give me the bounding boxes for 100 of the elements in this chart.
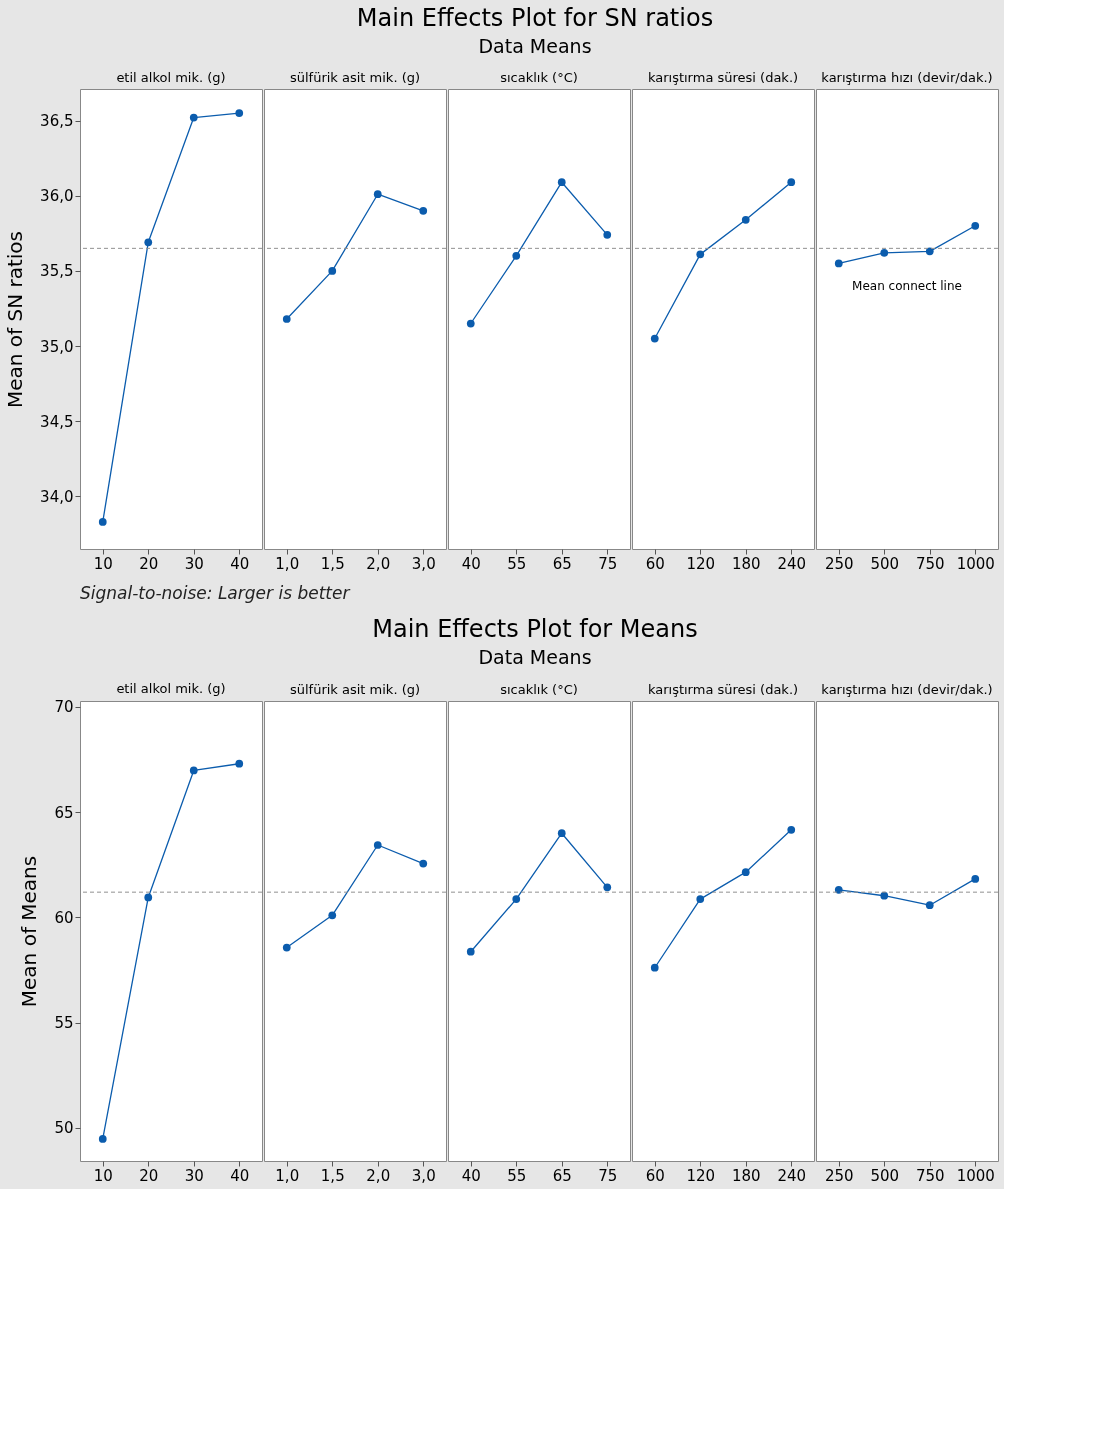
point	[925, 247, 934, 256]
text: Data Means	[478, 646, 592, 668]
point	[741, 868, 750, 877]
point	[189, 766, 198, 775]
x-tick-label: 1,5	[320, 554, 345, 573]
x-tick-label: 20	[139, 554, 159, 573]
point	[650, 963, 659, 972]
x-tick-label: 1,0	[275, 554, 300, 573]
x-tick-label: 40	[230, 554, 250, 573]
x-tick-label: 1,5	[320, 1166, 345, 1185]
chart-title: karıştırma hızı (devir/dak.)	[821, 682, 993, 697]
x-tick-label: 750	[915, 1166, 945, 1185]
point	[189, 113, 198, 122]
x-tick-label: 40	[230, 1166, 250, 1185]
y-tick-label: 34,5	[40, 412, 74, 431]
x-tick-label: 30	[184, 1166, 204, 1185]
x-tick-label: 60	[645, 1166, 665, 1185]
point	[419, 859, 428, 868]
text: Signal-to-noise: Larger is better	[80, 583, 351, 603]
point	[557, 178, 566, 187]
point	[466, 319, 475, 328]
x-tick-label: 750	[915, 554, 945, 573]
y-tick-label: 35,0	[40, 337, 74, 356]
y-axis-title: Mean of SN ratios	[3, 230, 28, 409]
x-tick-label: 65	[552, 554, 572, 573]
x-tick-label: 10	[93, 1166, 113, 1185]
y-tick-label: 36,0	[40, 187, 74, 206]
point	[466, 947, 475, 956]
x-tick-label: 30	[184, 554, 204, 573]
x-tick-label: 65	[552, 1166, 572, 1185]
text: Main Effects Plot for Means	[372, 615, 698, 643]
point	[98, 518, 107, 526]
point	[282, 943, 291, 952]
point	[971, 221, 980, 230]
x-tick-label: 1000	[956, 554, 995, 573]
x-tick-label: 240	[777, 1166, 807, 1185]
chart-title: etil alkol mik. (g)	[116, 680, 226, 696]
y-tick-label: 50	[54, 1119, 74, 1138]
x-tick-label: 3,0	[411, 1166, 436, 1185]
point	[650, 334, 659, 343]
point	[741, 215, 750, 224]
chart-title: karıştırma süresi (dak.)	[647, 70, 799, 85]
point	[696, 895, 705, 903]
x-tick-label: 240	[777, 554, 807, 573]
point	[144, 238, 153, 247]
chart-title: karıştırma hızı (devir/dak.)	[821, 70, 993, 85]
point	[373, 841, 382, 849]
chart-title: sıcaklık (°C)	[500, 70, 578, 85]
point	[880, 248, 889, 257]
x-tick-label: 75	[598, 554, 618, 573]
point	[144, 893, 153, 902]
chart-title: sıcaklık (°C)	[500, 682, 578, 697]
x-tick-label: 40	[461, 554, 481, 573]
chart-title: etil alkol mik. (g)	[116, 70, 226, 85]
y-tick-label: 60	[54, 908, 74, 927]
x-tick-label: 10	[93, 554, 113, 573]
x-tick-label: 120	[686, 554, 716, 573]
text: Data Means	[478, 35, 592, 57]
point	[787, 178, 796, 187]
y-tick-label: 35,5	[40, 262, 74, 281]
point	[419, 206, 428, 215]
point	[328, 267, 337, 275]
point	[971, 875, 980, 883]
point	[373, 190, 382, 199]
x-tick-label: 1,0	[275, 1166, 300, 1185]
x-tick-label: 180	[731, 1166, 761, 1185]
x-tick-label: 2,0	[366, 1166, 391, 1185]
x-tick-label: 2,0	[366, 554, 391, 573]
y-tick-label: 34,0	[40, 487, 74, 506]
point	[603, 883, 612, 892]
point	[925, 901, 934, 910]
point	[834, 885, 843, 894]
ref-line-label: Mean connect line	[852, 279, 962, 294]
y-tick-label: 65	[54, 803, 74, 822]
x-tick-label: 180	[731, 554, 761, 573]
chart-title: karıştırma süresi (dak.)	[647, 682, 799, 697]
x-tick-label: 75	[598, 1166, 618, 1185]
chart-title: sülfürik asit mik. (g)	[289, 70, 421, 85]
chart-title: sülfürik asit mik. (g)	[289, 682, 421, 697]
point	[696, 250, 705, 259]
y-tick-label: 36,5	[40, 112, 74, 131]
point	[787, 825, 796, 834]
point	[557, 829, 566, 838]
point	[235, 759, 244, 768]
y-tick-label: 70	[54, 698, 74, 717]
x-tick-label: 500	[870, 554, 900, 573]
x-tick-label: 250	[824, 554, 854, 573]
point	[98, 1135, 107, 1143]
x-tick-label: 120	[686, 1166, 716, 1185]
x-tick-label: 250	[824, 1166, 854, 1185]
x-tick-label: 40	[461, 1166, 481, 1185]
x-tick-label: 55	[507, 1166, 527, 1185]
y-axis-title: Mean of Means	[17, 855, 42, 1008]
point	[880, 891, 889, 900]
point	[603, 230, 612, 239]
point	[282, 315, 291, 323]
point	[512, 252, 521, 260]
point	[834, 259, 843, 268]
x-tick-label: 3,0	[411, 554, 436, 573]
x-tick-label: 55	[507, 554, 527, 573]
